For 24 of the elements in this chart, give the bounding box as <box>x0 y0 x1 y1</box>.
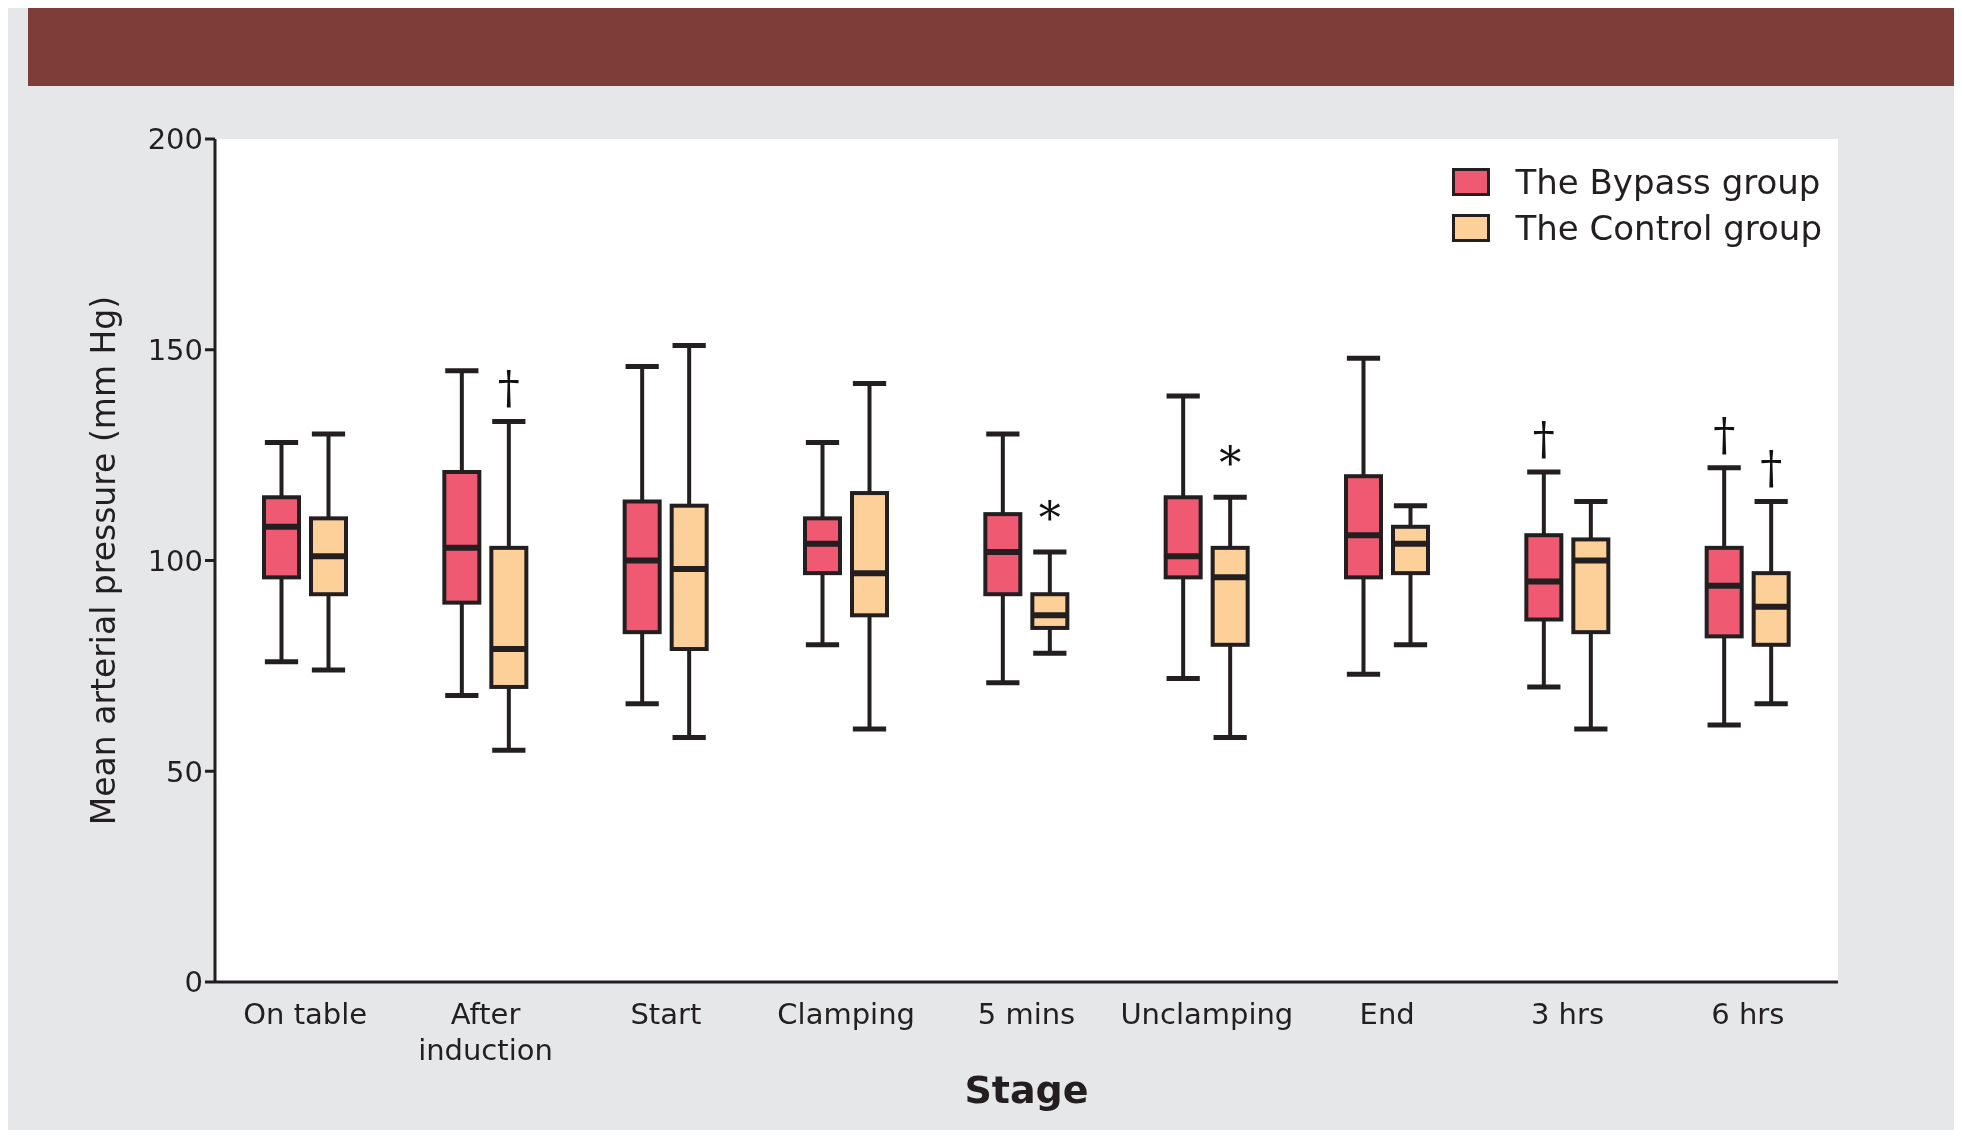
annotation: † <box>1532 412 1555 464</box>
legend-label: The Control group <box>1515 208 1822 248</box>
x-tick-label: 3 hrs <box>1530 997 1605 1031</box>
x-tick-label: 5 mins <box>977 997 1076 1031</box>
x-axis-title: Stage <box>963 1068 1090 1112</box>
x-tick-label: On table <box>243 997 368 1031</box>
y-tick-label: 200 <box>147 122 203 157</box>
x-tick-label: End <box>1359 997 1415 1031</box>
x-tick-label: After induction <box>418 997 553 1067</box>
y-tick-label: 150 <box>147 333 203 368</box>
x-tick-label: Clamping <box>777 997 915 1031</box>
x-tick-label: Start <box>630 997 702 1031</box>
x-tick-label: Unclamping <box>1120 997 1294 1031</box>
annotation: † <box>1760 442 1783 494</box>
annotation: * <box>1038 493 1061 545</box>
annotation: * <box>1219 438 1242 490</box>
x-tick-label: 6 hrs <box>1711 997 1785 1031</box>
y-axis-title: Mean arterial pressure (mm Hg) <box>83 295 123 826</box>
y-tick-label: 100 <box>147 543 203 578</box>
annotation: † <box>1713 408 1736 460</box>
y-tick-label: 0 <box>184 965 203 1000</box>
y-tick-label: 50 <box>166 754 203 789</box>
annotation: † <box>497 362 520 414</box>
legend-label: The Bypass group <box>1515 162 1821 202</box>
